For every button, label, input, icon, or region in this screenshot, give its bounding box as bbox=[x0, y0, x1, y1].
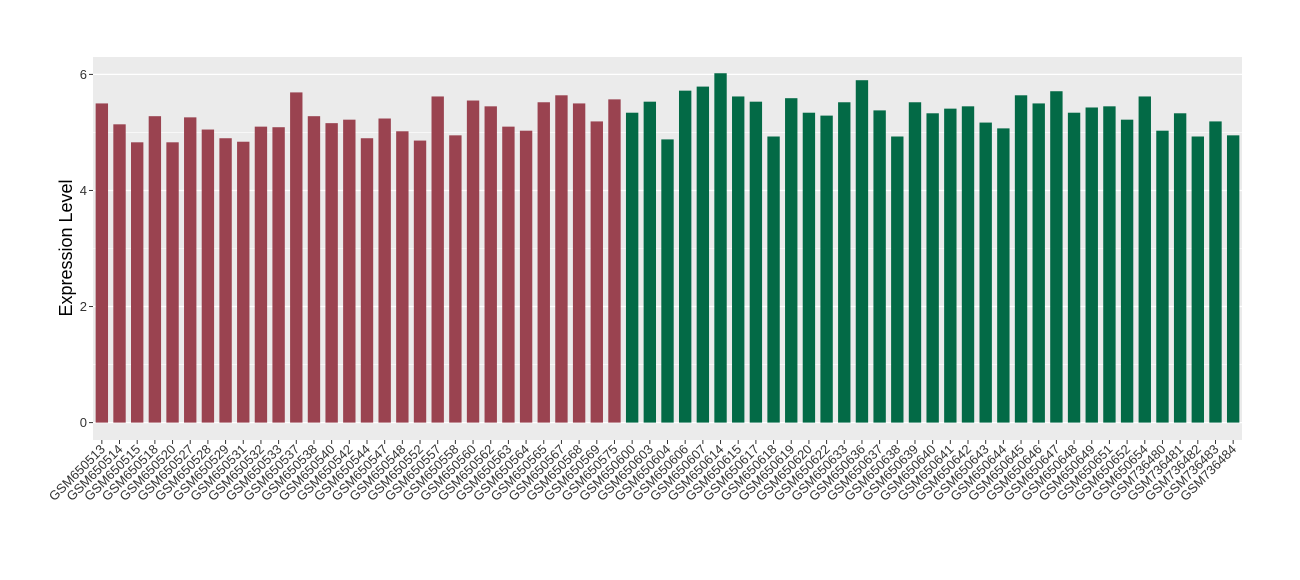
bar bbox=[1226, 135, 1240, 423]
bar bbox=[413, 140, 427, 423]
y-tick-label: 6 bbox=[80, 67, 87, 82]
bar bbox=[838, 102, 851, 423]
bar bbox=[484, 106, 497, 423]
bar bbox=[272, 127, 285, 423]
bar bbox=[572, 103, 586, 423]
bar bbox=[661, 139, 674, 423]
bar bbox=[908, 102, 922, 423]
y-tick-label: 0 bbox=[80, 415, 87, 430]
bar bbox=[502, 126, 515, 423]
bar bbox=[820, 115, 833, 423]
bar bbox=[1209, 121, 1222, 423]
bar bbox=[643, 101, 657, 423]
bar bbox=[201, 129, 215, 423]
bar bbox=[219, 138, 232, 423]
bar bbox=[926, 113, 939, 423]
bar bbox=[961, 106, 975, 423]
bar bbox=[855, 80, 869, 423]
bar bbox=[431, 96, 444, 423]
bar bbox=[396, 131, 409, 423]
bar bbox=[608, 99, 621, 423]
bar bbox=[466, 100, 480, 423]
bar bbox=[166, 142, 179, 423]
bar bbox=[1191, 136, 1204, 423]
bar bbox=[1103, 106, 1116, 423]
bar bbox=[625, 112, 639, 423]
bar bbox=[537, 102, 550, 423]
bar bbox=[944, 108, 957, 423]
bar bbox=[113, 124, 126, 423]
bar bbox=[449, 135, 462, 423]
bar bbox=[131, 142, 144, 423]
bar bbox=[714, 73, 727, 423]
bar bbox=[378, 118, 391, 423]
bar bbox=[696, 86, 710, 423]
bar bbox=[802, 112, 816, 423]
y-tick-label: 4 bbox=[80, 183, 87, 198]
bar bbox=[148, 116, 162, 423]
bar bbox=[1014, 95, 1028, 423]
bar bbox=[979, 122, 992, 423]
bar bbox=[732, 96, 745, 423]
bar bbox=[360, 138, 374, 423]
bar bbox=[254, 126, 268, 423]
bar bbox=[767, 136, 780, 423]
bar bbox=[785, 98, 798, 423]
bar bbox=[237, 141, 250, 423]
bar bbox=[290, 92, 303, 423]
bar bbox=[891, 136, 904, 423]
bar bbox=[873, 110, 886, 423]
bar bbox=[678, 90, 692, 423]
bar bbox=[997, 128, 1010, 423]
bar bbox=[184, 117, 197, 423]
bar bbox=[95, 103, 109, 423]
bar bbox=[1067, 112, 1081, 423]
y-axis-label: Expression Level bbox=[56, 179, 76, 316]
bar bbox=[1156, 130, 1169, 423]
bar bbox=[1173, 113, 1187, 423]
bar bbox=[519, 130, 533, 423]
bar bbox=[1032, 103, 1045, 423]
bar bbox=[1138, 96, 1151, 423]
bar bbox=[325, 123, 338, 423]
bar bbox=[749, 101, 763, 423]
bar bbox=[307, 116, 321, 423]
bar bbox=[1050, 91, 1063, 423]
bar bbox=[555, 95, 568, 423]
bar bbox=[343, 119, 356, 423]
bar bbox=[1085, 107, 1098, 423]
y-tick-label: 2 bbox=[80, 299, 87, 314]
bar bbox=[590, 121, 603, 423]
bar bbox=[1120, 119, 1134, 423]
